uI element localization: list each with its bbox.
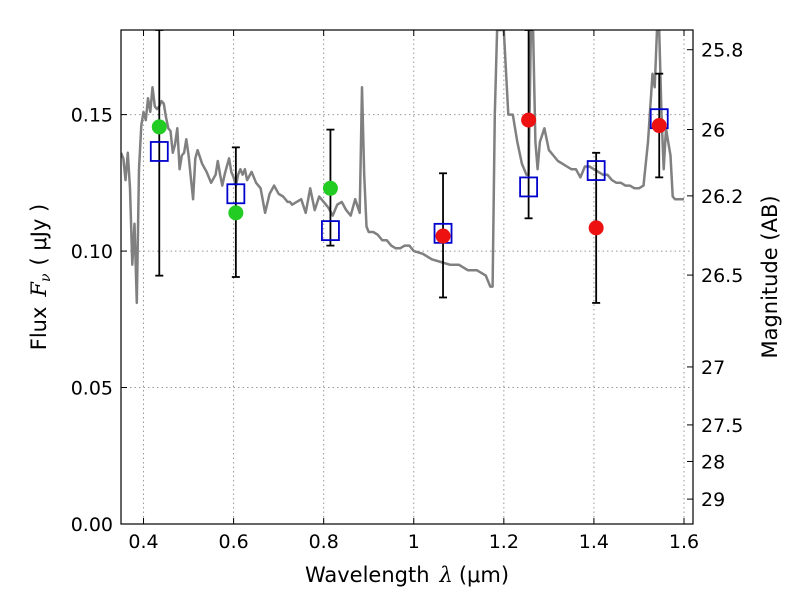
model-photometry-marker xyxy=(226,183,246,205)
right-tick-label: 25.8 xyxy=(701,40,743,62)
y-tick-label: 0.00 xyxy=(71,514,113,536)
right-tick-label: 26 xyxy=(701,119,725,141)
right-tick-label: 28 xyxy=(701,451,725,473)
right-tick-label: 26.5 xyxy=(701,265,743,287)
axis-ticks xyxy=(121,30,693,525)
upper-limit-point xyxy=(588,220,604,236)
y-axis-subscript: ν xyxy=(38,273,54,282)
x-tick-label: 1 xyxy=(408,531,420,553)
y-tick-label: 0.05 xyxy=(71,378,113,400)
right-tick-label: 26.2 xyxy=(701,186,743,208)
upper-limit-point xyxy=(651,118,667,134)
upper-limit-point xyxy=(521,112,537,128)
right-tick-label: 27.5 xyxy=(701,415,743,437)
y-axis-symbol: F xyxy=(27,281,51,298)
right-axis-title: Magnitude (AB) xyxy=(758,195,782,358)
axis-tick-labels: 0.4 0.6 0.8 1 1.2 1.4 1.6 0.00 0.05 0.10 0.15 25.8 2… xyxy=(71,40,744,553)
model-photometry-marker xyxy=(149,141,169,162)
right-tick-label: 27 xyxy=(701,357,725,379)
x-tick-label: 0.8 xyxy=(309,531,339,553)
y-axis-unit: ( μJy ) xyxy=(27,204,51,266)
y-axis-title-text: Flux xyxy=(27,307,51,351)
x-axis-unit: (μm) xyxy=(459,563,509,587)
model-photometry-marker xyxy=(586,160,606,181)
x-axis-title: Wavelength λ (μm) xyxy=(305,563,509,587)
x-tick-label: 0.6 xyxy=(218,531,248,553)
x-tick-label: 1.2 xyxy=(489,531,519,553)
x-axis-title-text: Wavelength xyxy=(305,563,430,587)
y-tick-label: 0.15 xyxy=(71,105,113,127)
y-axis-title: Flux Fν ( μJy ) xyxy=(27,204,54,350)
upper-limit-point xyxy=(435,228,451,244)
model-photometry-marker xyxy=(321,220,340,242)
x-tick-label: 1.4 xyxy=(579,531,609,553)
plot-background xyxy=(121,30,693,524)
y-tick-label: 0.10 xyxy=(71,241,113,263)
plot-layer xyxy=(121,30,684,305)
model-photometry-marker xyxy=(519,176,539,198)
x-tick-label: 1.6 xyxy=(669,531,699,553)
detection-point xyxy=(228,205,244,221)
right-tick-label: 29 xyxy=(701,489,725,511)
detection-point xyxy=(151,119,167,135)
detection-point xyxy=(322,180,338,196)
model-spectrum-line xyxy=(121,30,684,305)
x-tick-label: 0.4 xyxy=(128,531,158,553)
x-axis-symbol: λ xyxy=(439,563,453,587)
plot-frame xyxy=(120,29,694,525)
markers xyxy=(149,108,669,244)
